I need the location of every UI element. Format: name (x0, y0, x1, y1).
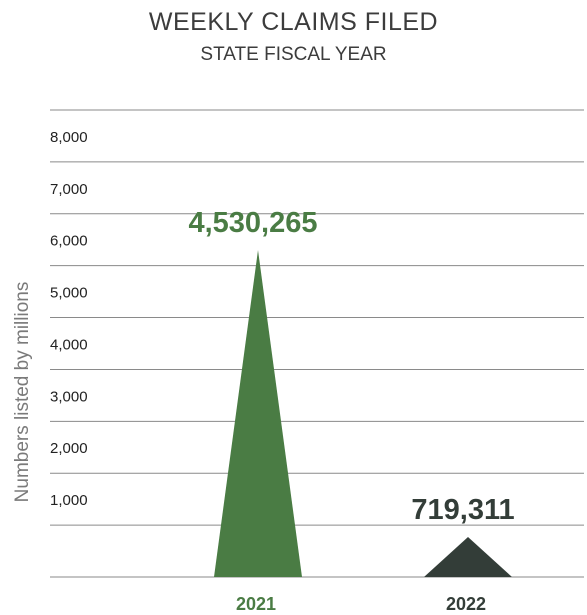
y-tick-label: 6,000 (50, 233, 88, 250)
data-label-2022: 719,311 (411, 494, 514, 526)
y-tick-label: 2,000 (50, 440, 88, 457)
y-axis-label: Numbers listed by millions (12, 282, 33, 503)
chart-title: WEEKLY CLAIMS FILED (148, 8, 439, 36)
y-tick-label: 5,000 (50, 285, 88, 302)
bar-2021 (214, 250, 302, 577)
data-label-2021: 4,530,265 (188, 207, 317, 239)
gridlines (50, 109, 584, 578)
y-tick-label: 8,000 (50, 129, 88, 146)
category-label-2022: 2022 (446, 594, 486, 614)
y-tick-label: 4,000 (50, 336, 88, 353)
y-tick-labels: 1,000 2,000 3,000 4,000 5,000 6,000 7,000 8,000 (50, 129, 88, 509)
category-labels: 2021 2022 (236, 594, 486, 614)
data-labels: 4,530,265 719,311 (188, 207, 514, 526)
category-label-2021: 2021 (236, 594, 276, 614)
bar-2022 (424, 537, 512, 577)
bars (214, 250, 512, 577)
chart-subtitle: STATE FISCAL YEAR (200, 44, 387, 65)
y-tick-label: 7,000 (50, 181, 88, 198)
y-tick-label: 3,000 (50, 388, 88, 405)
y-tick-label: 1,000 (50, 492, 88, 509)
